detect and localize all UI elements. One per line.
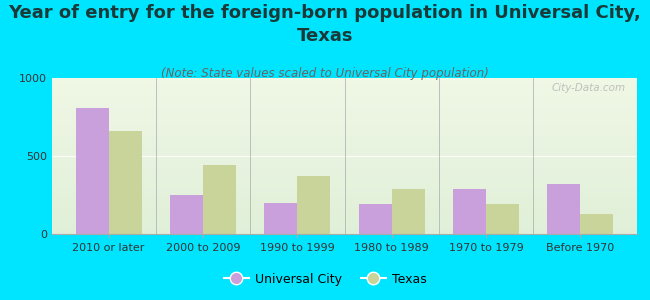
Bar	[203, 165, 236, 234]
Bar	[453, 189, 486, 234]
Bar	[265, 203, 297, 234]
Legend: Universal City, Texas: Universal City, Texas	[218, 268, 432, 291]
Bar	[580, 214, 614, 234]
Bar	[486, 204, 519, 234]
Text: City-Data.com: City-Data.com	[551, 83, 625, 93]
Bar	[297, 176, 330, 234]
Bar	[547, 184, 580, 234]
Bar	[75, 108, 109, 234]
Text: Year of entry for the foreign-born population in Universal City,
Texas: Year of entry for the foreign-born popul…	[8, 4, 642, 45]
Bar	[109, 131, 142, 234]
Bar	[359, 204, 392, 234]
Bar	[392, 189, 424, 234]
Text: (Note: State values scaled to Universal City population): (Note: State values scaled to Universal …	[161, 68, 489, 80]
Bar	[170, 195, 203, 234]
